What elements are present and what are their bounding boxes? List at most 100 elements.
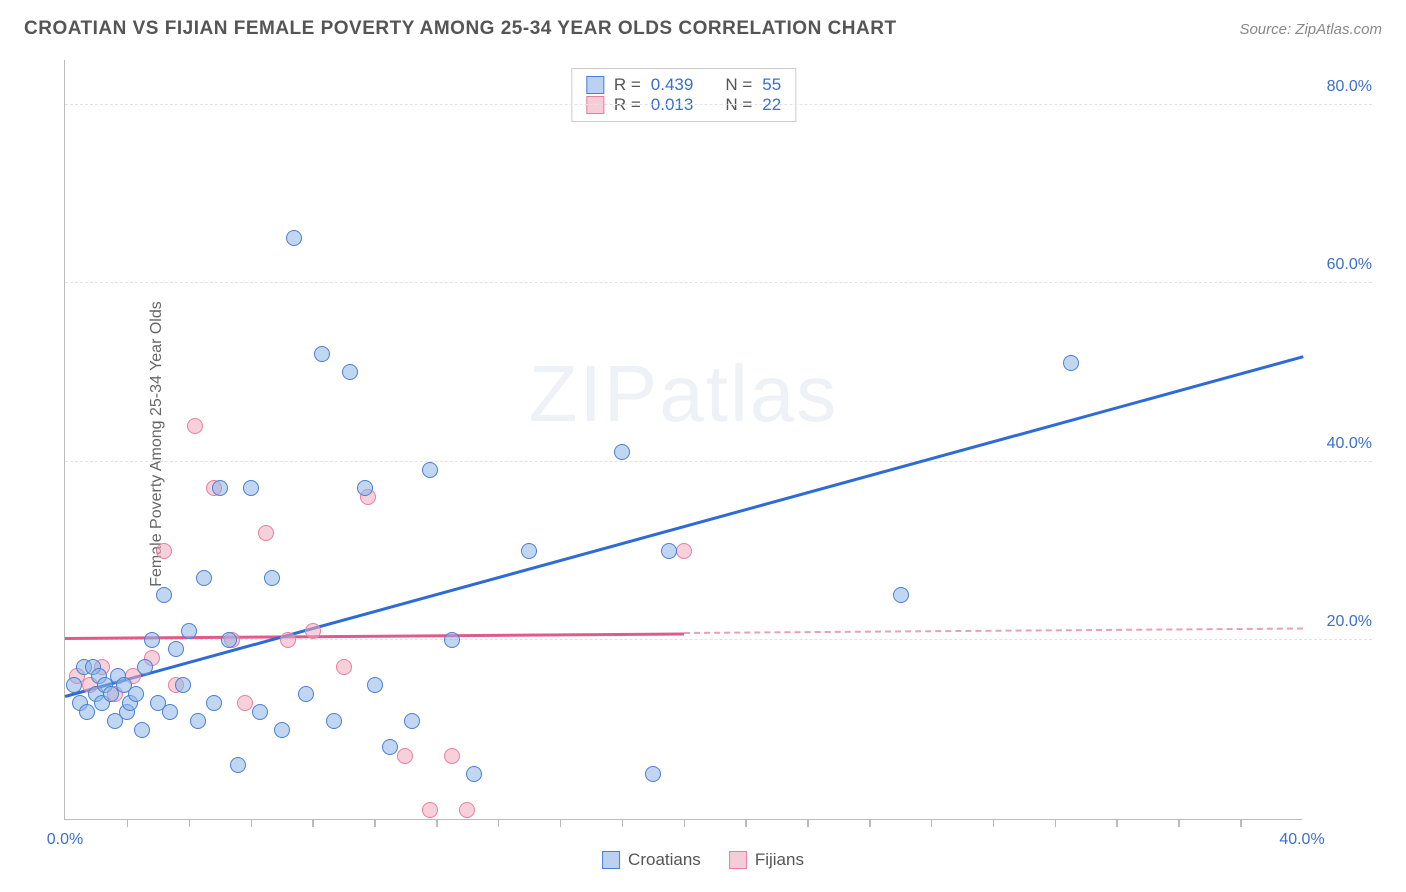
x-tick [807,819,809,827]
legend-swatch [602,851,620,869]
legend-label: Fijians [755,850,804,870]
data-point [144,632,160,648]
data-point [305,623,321,639]
statistics-legend: R = 0.439 N = 55 R = 0.013 N = 22 [571,68,796,122]
data-point [614,444,630,460]
data-point [422,462,438,478]
data-point [221,632,237,648]
legend-swatch [729,851,747,869]
x-tick [251,819,253,827]
x-tick [189,819,191,827]
r-label: R = [614,95,641,115]
y-tick-label: 80.0% [1327,78,1372,96]
watermark-thin: atlas [659,349,838,438]
r-label: R = [614,75,641,95]
n-label: N = [725,75,752,95]
r-value: 0.439 [651,75,694,95]
stat-legend-row: R = 0.439 N = 55 [586,75,781,95]
data-point [280,632,296,648]
x-tick [869,819,871,827]
x-tick [993,819,995,827]
data-point [382,739,398,755]
x-tick [1240,819,1242,827]
data-point [298,686,314,702]
watermark-bold: ZIP [529,349,659,438]
data-point [66,677,82,693]
watermark: ZIPatlas [529,348,838,440]
gridline [65,104,1372,105]
data-point [137,659,153,675]
n-value: 22 [762,95,781,115]
x-tick [622,819,624,827]
n-value: 55 [762,75,781,95]
data-point [326,713,342,729]
data-point [367,677,383,693]
data-point [252,704,268,720]
data-point [521,543,537,559]
x-tick [1116,819,1118,827]
y-tick-label: 60.0% [1327,256,1372,274]
legend-item: Croatians [602,850,701,870]
trend-line [684,628,1303,635]
n-label: N = [725,95,752,115]
scatter-plot: ZIPatlas R =0.439N =55R =0.013N =22 20.0… [64,60,1302,820]
x-tick [1055,819,1057,827]
data-point [264,570,280,586]
x-tick [127,819,129,827]
data-point [397,748,413,764]
data-point [181,623,197,639]
r-value: 0.013 [651,95,694,115]
data-point [162,704,178,720]
data-point [459,802,475,818]
data-point [79,704,95,720]
data-point [243,480,259,496]
legend-swatch [586,76,604,94]
data-point [206,695,222,711]
data-point [404,713,420,729]
data-point [1063,355,1079,371]
gridline [65,461,1372,462]
x-tick [498,819,500,827]
data-point [237,695,253,711]
data-point [156,543,172,559]
stat-legend-row: R = 0.013 N = 22 [586,95,781,115]
data-point [274,722,290,738]
legend-swatch [586,96,604,114]
chart-title: CROATIAN VS FIJIAN FEMALE POVERTY AMONG … [24,18,897,40]
data-point [422,802,438,818]
x-tick-label: 0.0% [47,831,83,849]
data-point [444,748,460,764]
x-tick [436,819,438,827]
y-tick-label: 40.0% [1327,435,1372,453]
data-point [893,587,909,603]
data-point [196,570,212,586]
data-point [314,346,330,362]
data-point [286,230,302,246]
data-point [156,587,172,603]
data-point [212,480,228,496]
series-legend: Croatians Fijians [602,850,804,870]
data-point [190,713,206,729]
x-tick [1178,819,1180,827]
data-point [175,677,191,693]
x-tick [312,819,314,827]
chart-container: Female Poverty Among 25-34 Year Olds ZIP… [52,54,1382,834]
data-point [342,364,358,380]
data-point [128,686,144,702]
data-point [645,766,661,782]
x-tick [745,819,747,827]
source-label: Source: ZipAtlas.com [1239,21,1382,38]
gridline [65,282,1372,283]
data-point [230,757,246,773]
data-point [187,418,203,434]
x-tick-label: 40.0% [1279,831,1324,849]
x-tick [931,819,933,827]
data-point [676,543,692,559]
data-point [661,543,677,559]
data-point [444,632,460,648]
trend-line [65,355,1304,697]
x-tick [684,819,686,827]
legend-label: Croatians [628,850,701,870]
data-point [466,766,482,782]
data-point [258,525,274,541]
